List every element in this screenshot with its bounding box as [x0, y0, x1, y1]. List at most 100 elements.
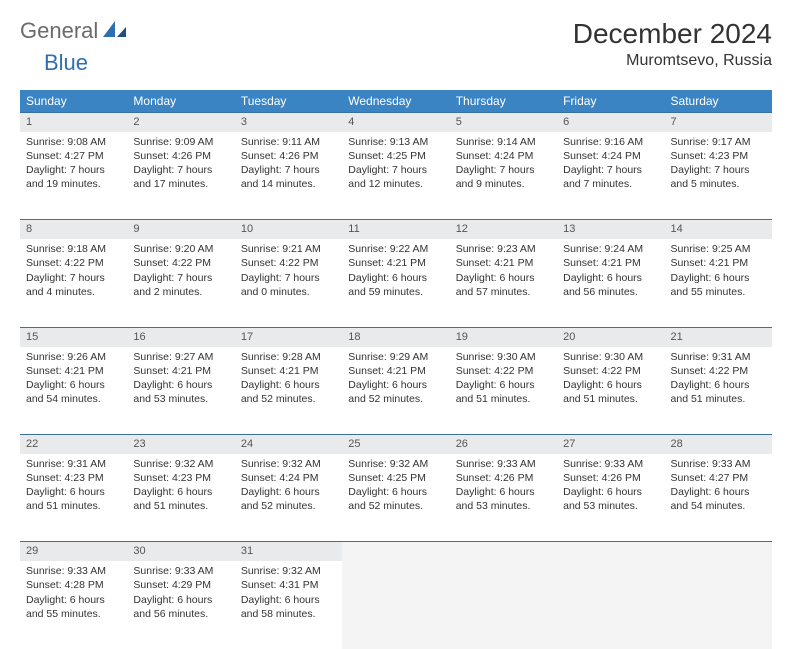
day-data-cell: [450, 561, 557, 649]
daylight-text-2: and 2 minutes.: [133, 285, 228, 299]
day-number-cell: 14: [665, 220, 772, 239]
daylight-text-2: and 53 minutes.: [563, 499, 658, 513]
day-data-cell: Sunrise: 9:31 AMSunset: 4:22 PMDaylight:…: [665, 347, 772, 435]
sunrise-text: Sunrise: 9:13 AM: [348, 135, 443, 149]
day-data-cell: [342, 561, 449, 649]
day-data-cell: Sunrise: 9:08 AMSunset: 4:27 PMDaylight:…: [20, 132, 127, 220]
sunrise-text: Sunrise: 9:29 AM: [348, 350, 443, 364]
sunrise-text: Sunrise: 9:24 AM: [563, 242, 658, 256]
daylight-text-2: and 54 minutes.: [26, 392, 121, 406]
daylight-text-1: Daylight: 6 hours: [671, 271, 766, 285]
calendar-table: Sunday Monday Tuesday Wednesday Thursday…: [20, 90, 772, 649]
day-number-cell: 25: [342, 435, 449, 454]
sunset-text: Sunset: 4:23 PM: [133, 471, 228, 485]
day-number-cell: 8: [20, 220, 127, 239]
day-number-cell: 6: [557, 113, 664, 132]
daylight-text-1: Daylight: 7 hours: [26, 163, 121, 177]
day-data-cell: Sunrise: 9:27 AMSunset: 4:21 PMDaylight:…: [127, 347, 234, 435]
day-data-cell: Sunrise: 9:24 AMSunset: 4:21 PMDaylight:…: [557, 239, 664, 327]
day-data-cell: Sunrise: 9:29 AMSunset: 4:21 PMDaylight:…: [342, 347, 449, 435]
sunset-text: Sunset: 4:22 PM: [671, 364, 766, 378]
sunrise-text: Sunrise: 9:30 AM: [563, 350, 658, 364]
sunrise-text: Sunrise: 9:33 AM: [456, 457, 551, 471]
day-number-cell: 7: [665, 113, 772, 132]
sunset-text: Sunset: 4:23 PM: [26, 471, 121, 485]
day-number-cell: 27: [557, 435, 664, 454]
daylight-text-2: and 0 minutes.: [241, 285, 336, 299]
day-number-row: 891011121314: [20, 220, 772, 239]
day-data-cell: Sunrise: 9:33 AMSunset: 4:27 PMDaylight:…: [665, 454, 772, 542]
sunrise-text: Sunrise: 9:28 AM: [241, 350, 336, 364]
day-number-cell: 21: [665, 327, 772, 346]
sunset-text: Sunset: 4:23 PM: [671, 149, 766, 163]
weekday-header: Tuesday: [235, 90, 342, 113]
sunset-text: Sunset: 4:22 PM: [26, 256, 121, 270]
sunset-text: Sunset: 4:24 PM: [563, 149, 658, 163]
day-number-row: 1234567: [20, 113, 772, 132]
day-number-cell: 3: [235, 113, 342, 132]
day-data-cell: Sunrise: 9:33 AMSunset: 4:29 PMDaylight:…: [127, 561, 234, 649]
logo-text-general: General: [20, 18, 98, 44]
day-data-cell: Sunrise: 9:30 AMSunset: 4:22 PMDaylight:…: [450, 347, 557, 435]
sunrise-text: Sunrise: 9:14 AM: [456, 135, 551, 149]
day-data-cell: Sunrise: 9:32 AMSunset: 4:24 PMDaylight:…: [235, 454, 342, 542]
daylight-text-1: Daylight: 6 hours: [671, 378, 766, 392]
daylight-text-1: Daylight: 7 hours: [563, 163, 658, 177]
daylight-text-2: and 58 minutes.: [241, 607, 336, 621]
daylight-text-2: and 52 minutes.: [241, 392, 336, 406]
daylight-text-1: Daylight: 6 hours: [26, 593, 121, 607]
daylight-text-1: Daylight: 6 hours: [133, 378, 228, 392]
day-data-cell: Sunrise: 9:32 AMSunset: 4:31 PMDaylight:…: [235, 561, 342, 649]
day-number-cell: [557, 542, 664, 561]
day-number-cell: 4: [342, 113, 449, 132]
daylight-text-2: and 51 minutes.: [671, 392, 766, 406]
day-data-cell: Sunrise: 9:30 AMSunset: 4:22 PMDaylight:…: [557, 347, 664, 435]
day-number-cell: 26: [450, 435, 557, 454]
sunrise-text: Sunrise: 9:33 AM: [671, 457, 766, 471]
logo: General: [20, 18, 130, 44]
daylight-text-2: and 9 minutes.: [456, 177, 551, 191]
day-data-cell: Sunrise: 9:20 AMSunset: 4:22 PMDaylight:…: [127, 239, 234, 327]
day-number-cell: 18: [342, 327, 449, 346]
daylight-text-1: Daylight: 6 hours: [241, 378, 336, 392]
day-data-cell: Sunrise: 9:33 AMSunset: 4:26 PMDaylight:…: [450, 454, 557, 542]
daylight-text-1: Daylight: 6 hours: [671, 485, 766, 499]
daylight-text-1: Daylight: 6 hours: [348, 271, 443, 285]
sunrise-text: Sunrise: 9:30 AM: [456, 350, 551, 364]
day-number-cell: 23: [127, 435, 234, 454]
weekday-header: Saturday: [665, 90, 772, 113]
weekday-header: Thursday: [450, 90, 557, 113]
logo-text-blue: Blue: [44, 50, 88, 75]
daylight-text-1: Daylight: 7 hours: [348, 163, 443, 177]
daylight-text-1: Daylight: 6 hours: [133, 593, 228, 607]
sunset-text: Sunset: 4:26 PM: [133, 149, 228, 163]
sunrise-text: Sunrise: 9:32 AM: [348, 457, 443, 471]
sunset-text: Sunset: 4:21 PM: [348, 256, 443, 270]
daylight-text-1: Daylight: 6 hours: [563, 485, 658, 499]
sunset-text: Sunset: 4:25 PM: [348, 471, 443, 485]
daylight-text-2: and 59 minutes.: [348, 285, 443, 299]
day-data-cell: Sunrise: 9:32 AMSunset: 4:23 PMDaylight:…: [127, 454, 234, 542]
daylight-text-2: and 55 minutes.: [671, 285, 766, 299]
sunset-text: Sunset: 4:21 PM: [563, 256, 658, 270]
day-data-cell: [665, 561, 772, 649]
sunset-text: Sunset: 4:27 PM: [26, 149, 121, 163]
day-data-cell: Sunrise: 9:32 AMSunset: 4:25 PMDaylight:…: [342, 454, 449, 542]
sunset-text: Sunset: 4:21 PM: [348, 364, 443, 378]
day-data-cell: Sunrise: 9:16 AMSunset: 4:24 PMDaylight:…: [557, 132, 664, 220]
daylight-text-1: Daylight: 7 hours: [133, 271, 228, 285]
daylight-text-1: Daylight: 6 hours: [348, 485, 443, 499]
sunrise-text: Sunrise: 9:33 AM: [563, 457, 658, 471]
daylight-text-2: and 51 minutes.: [133, 499, 228, 513]
sunrise-text: Sunrise: 9:27 AM: [133, 350, 228, 364]
day-data-cell: Sunrise: 9:14 AMSunset: 4:24 PMDaylight:…: [450, 132, 557, 220]
sunset-text: Sunset: 4:26 PM: [241, 149, 336, 163]
day-number-cell: 30: [127, 542, 234, 561]
day-data-cell: [557, 561, 664, 649]
sunset-text: Sunset: 4:31 PM: [241, 578, 336, 592]
day-data-row: Sunrise: 9:18 AMSunset: 4:22 PMDaylight:…: [20, 239, 772, 327]
daylight-text-2: and 5 minutes.: [671, 177, 766, 191]
day-number-cell: 9: [127, 220, 234, 239]
daylight-text-1: Daylight: 7 hours: [241, 271, 336, 285]
sunrise-text: Sunrise: 9:08 AM: [26, 135, 121, 149]
